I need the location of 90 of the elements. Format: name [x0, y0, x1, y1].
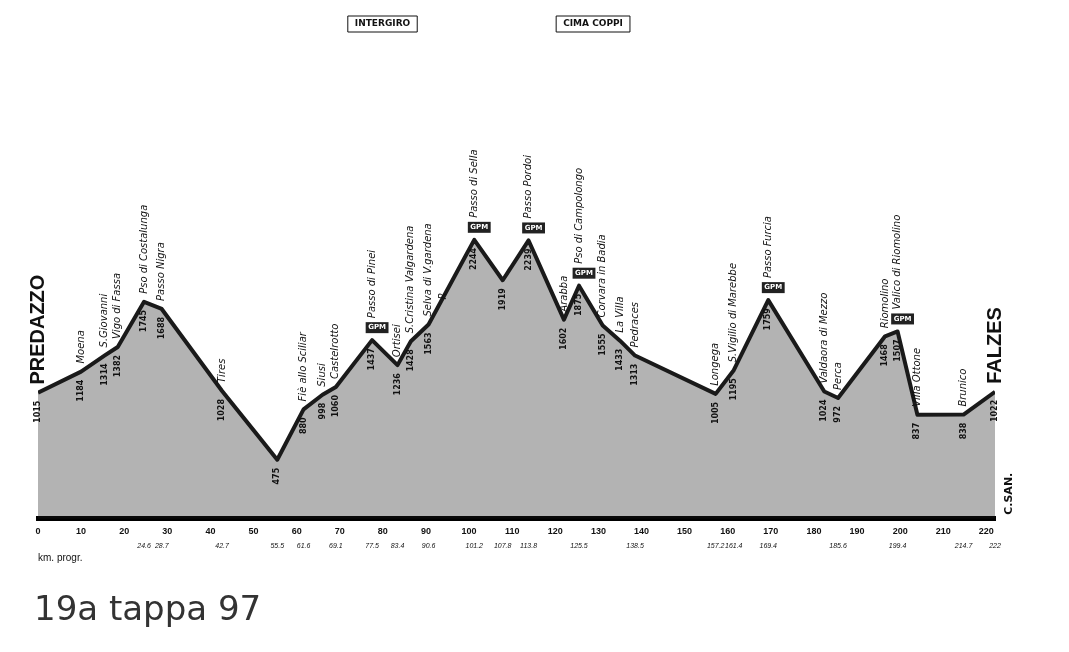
data-label: 475 [272, 467, 282, 485]
annotation: Siusi [316, 363, 328, 387]
data-label: 1919 [497, 287, 507, 311]
annotation: Passo Nigra [155, 242, 167, 301]
x-tick-label: 100 [461, 525, 477, 536]
data-label: 1437 [367, 348, 377, 371]
x-tick-label: 190 [849, 525, 865, 536]
x-tick-label: 220 [978, 525, 994, 536]
x-tick-label: 40 [205, 525, 216, 536]
annotation: PREDAZZO [25, 274, 48, 385]
data-label: 838 [958, 422, 968, 440]
annotation: Brunico [957, 368, 969, 407]
text: 19a tappa 97 [34, 588, 263, 628]
x-tick-label: 60 [291, 525, 302, 536]
annotation: Passo Furcia [761, 216, 773, 279]
data-label: 1313 [630, 363, 640, 386]
annotation: Tires [215, 358, 227, 383]
x-tick-label: 200 [892, 525, 908, 536]
data-label: 1382 [112, 354, 122, 378]
data-label: 972 [833, 405, 843, 423]
x-tick-label: 50 [248, 525, 259, 536]
x-tick-label: 130 [590, 525, 606, 536]
annotation: FALZES [982, 307, 1005, 384]
text: INTERGIRO [354, 18, 411, 29]
data-label: 1022 [990, 399, 1000, 423]
annotation: Passo Pordoi [522, 154, 534, 219]
x-tick-label: 10 [76, 525, 87, 536]
annotation: La Villa [613, 296, 625, 333]
x-tick-label: 210 [935, 525, 951, 536]
data-label: 1468 [880, 343, 890, 367]
data-label: 1184 [76, 379, 86, 402]
data-label: 1314 [99, 363, 109, 386]
x-tick-label: 140 [634, 525, 650, 536]
data-label: 1759 [763, 307, 773, 331]
annotation: Pso di Costalunga [137, 204, 149, 294]
annotation: S.Giovanni [98, 293, 110, 348]
annotation: Valico di Riomolino [891, 214, 903, 310]
x-tick-label: 170 [763, 525, 779, 536]
data-label: 1005 [710, 401, 720, 425]
annotation: Ortisei [391, 324, 403, 358]
data-label: 1563 [423, 332, 433, 355]
data-label: 880 [298, 416, 308, 435]
annotation: Selva di V.gardena [422, 223, 434, 317]
data-label: 1428 [405, 348, 415, 372]
annotation: Vigo di Fassa [111, 272, 123, 339]
annotation: Moena [74, 330, 86, 364]
x2-axis-title: km. progr. [38, 551, 83, 563]
annotation: S.Vigilio di Marebbe [727, 262, 739, 363]
annotation: Pso di Campolongo [572, 167, 584, 264]
x-tick-label: 180 [806, 525, 822, 536]
annotation: Longega [709, 342, 721, 386]
annotation: S.Cristina Valgardena [404, 225, 416, 334]
annotation: Castelrotto [329, 323, 341, 380]
data-label: 2244 [469, 247, 479, 271]
data-label: 1433 [615, 348, 625, 371]
data-label: 2239 [523, 248, 533, 271]
x-tick-label: 160 [720, 525, 736, 536]
data-label: 1015 [33, 400, 43, 423]
data-label: 1060 [330, 394, 340, 418]
x-tick-label: 70 [334, 525, 345, 536]
annotation: Perca [831, 362, 843, 390]
data-label: 1602 [559, 327, 568, 350]
data-label: 1875 [574, 293, 584, 316]
annotation: Passo di Sella [467, 149, 479, 218]
data-label: 1236 [392, 372, 402, 396]
data-label: 1028 [217, 398, 227, 422]
annotation: Fiè allo Sciliar [297, 331, 309, 402]
x-tick-label: 80 [377, 525, 388, 536]
annotation: Passo di Pinei [365, 249, 377, 319]
x-tick-label: 0 [35, 525, 41, 536]
x-tick-label: 20 [119, 525, 130, 536]
x-tick-label: 150 [677, 525, 693, 536]
x-tick-label: 120 [547, 525, 563, 536]
data-label: 998 [317, 402, 327, 420]
data-label: 1688 [156, 316, 166, 340]
data-label: 1195 [728, 377, 738, 401]
x-tick-label: 30 [162, 525, 173, 536]
text: C.SAN. [1001, 472, 1015, 515]
annotation: Pedraces [628, 301, 640, 348]
text: CIMA COPPI [563, 18, 623, 29]
data-label: 1555 [597, 333, 607, 356]
data-label: 1507 [892, 339, 902, 362]
annotation: Valdaora di Mezzo [817, 292, 829, 384]
annotation: Riomolino [878, 278, 890, 329]
x-tick-label: 90 [420, 525, 431, 536]
data-label: 1745 [139, 309, 149, 333]
data-label: 1024 [819, 399, 829, 422]
annotation: Corvara in Badia [596, 234, 608, 318]
x-tick-label: 110 [504, 525, 520, 536]
data-label: 837 [912, 422, 922, 440]
